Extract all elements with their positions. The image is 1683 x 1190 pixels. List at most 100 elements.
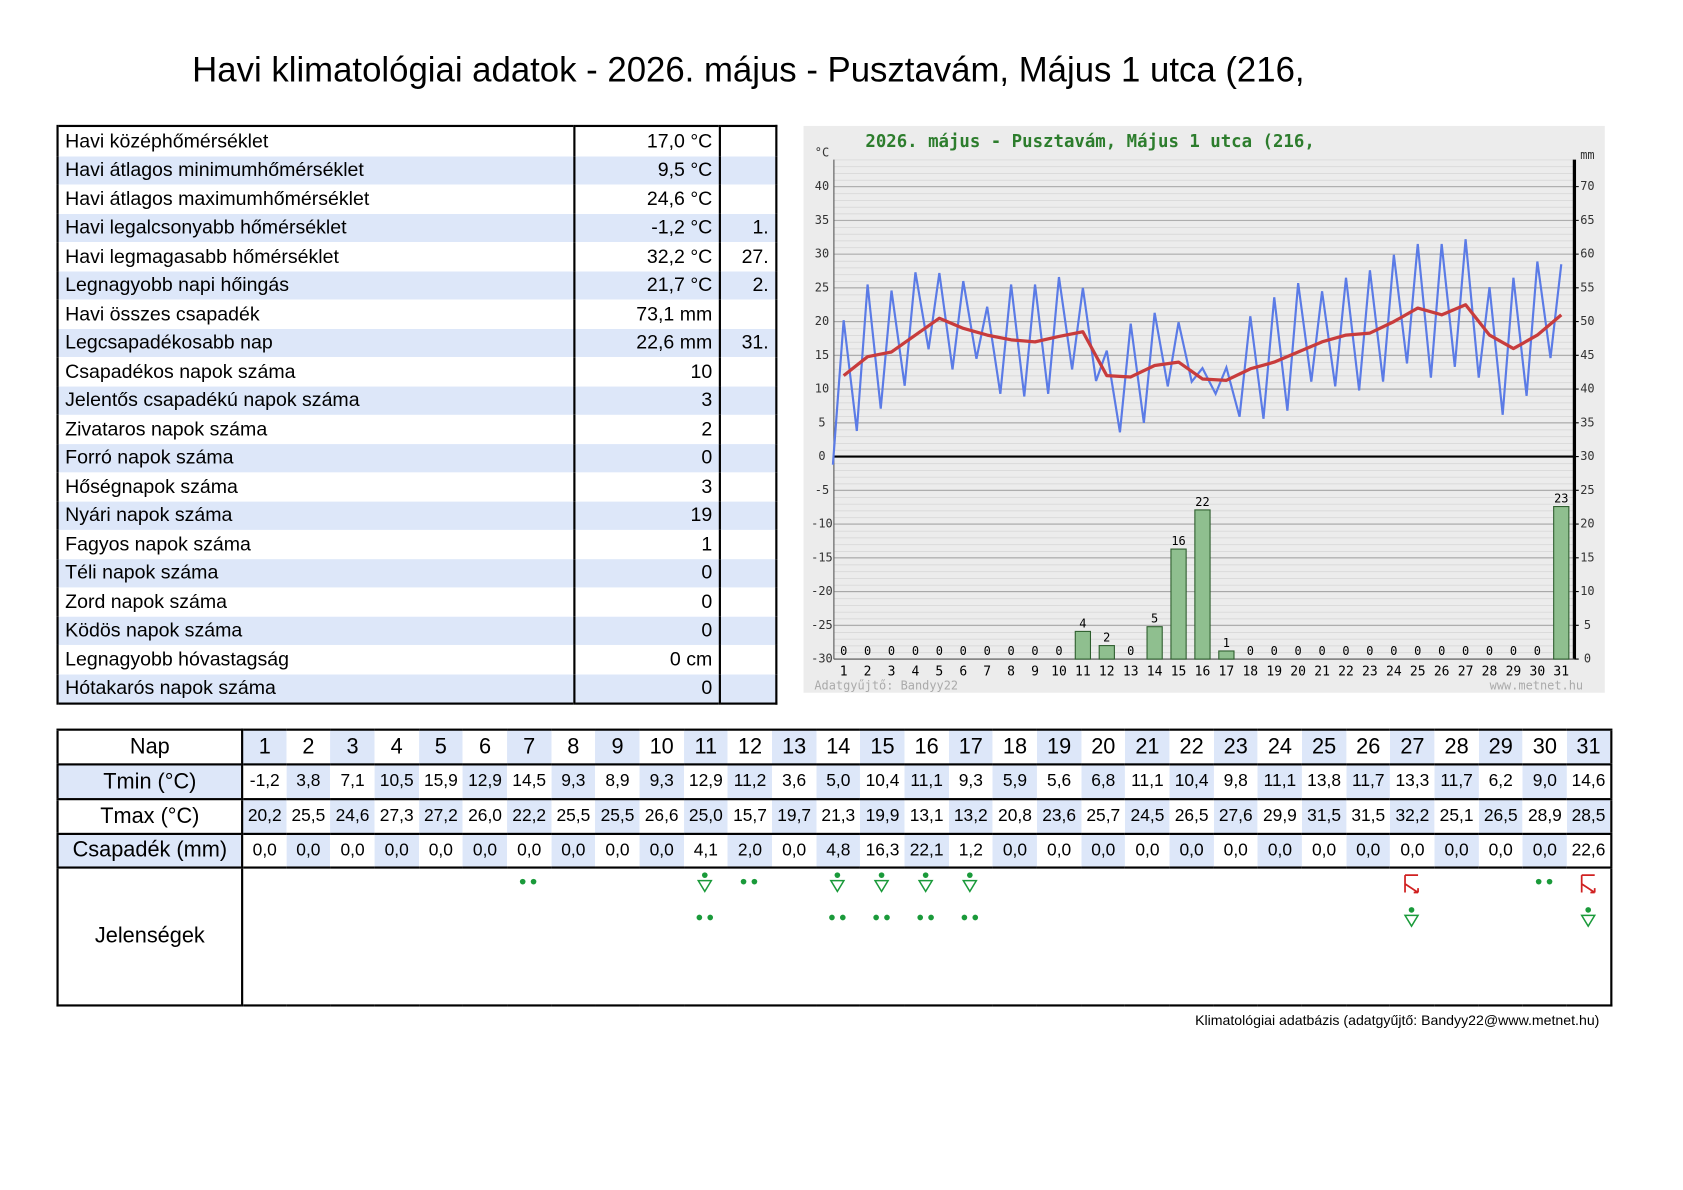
y-tick-label: -25 xyxy=(811,618,833,632)
x-tick-label: 7 xyxy=(983,665,991,680)
icon-shower xyxy=(962,871,978,893)
icon-rain xyxy=(519,878,537,885)
y2-tick-label: 65 xyxy=(1580,213,1594,227)
daily-cell: 11,7 xyxy=(1346,763,1391,800)
summary-row: Fagyos napok száma 1 xyxy=(56,529,777,559)
x-tick-label: 25 xyxy=(1410,665,1426,680)
daily-cell: 3,8 xyxy=(286,763,331,800)
x-tick-label: 5 xyxy=(935,665,943,680)
icon-shower xyxy=(918,871,933,893)
bar xyxy=(1074,630,1092,660)
summary-value: 32,2 °C xyxy=(573,242,720,271)
summary-value: 1 xyxy=(573,529,720,559)
bar-label: 1 xyxy=(1223,636,1230,650)
summary-day: 2. xyxy=(718,270,777,300)
row-header: Tmin (°C) xyxy=(57,763,244,800)
summary-day-empty xyxy=(718,357,777,387)
summary-day-empty xyxy=(718,299,777,329)
bar-label: 0 xyxy=(1342,644,1349,658)
daily-cell: 3 xyxy=(330,728,375,765)
summary-day-empty xyxy=(718,644,777,674)
summary-value: 24,6 °C xyxy=(573,184,720,214)
summary-row: Legcsapadékosabb nap 22,6 mm 31. xyxy=(56,328,777,358)
daily-cell: 0,0 xyxy=(1169,832,1214,868)
daily-row: Tmin (°C) -1,2 3,8 7,1 10,5 15,9 12,9 14,5 9,3 8,… xyxy=(57,763,1612,800)
summary-value: 73,1 mm xyxy=(573,299,720,329)
daily-cell: 31 xyxy=(1566,728,1612,765)
summary-table: Havi középhőmérséklet 17,0 °C Havi átlagos… xyxy=(56,124,778,705)
bar-label: 0 xyxy=(1438,644,1445,658)
daily-cell: 19 xyxy=(1037,728,1082,765)
daily-cell: 15,9 xyxy=(418,763,463,800)
daily-cell: 0,0 xyxy=(1478,832,1523,868)
bar-label: 0 xyxy=(1366,644,1373,658)
daily-cell: 27,6 xyxy=(1213,798,1258,834)
daily-cell: 28 xyxy=(1434,728,1479,765)
daily-cell: 14,6 xyxy=(1566,763,1612,800)
y-tick-label: 15 xyxy=(815,348,829,362)
daily-cell: 0,0 xyxy=(1257,832,1303,868)
summary-day-empty xyxy=(718,472,777,502)
bar-label: 0 xyxy=(912,644,919,658)
daily-cell: 10,5 xyxy=(374,763,419,800)
bar-label: 0 xyxy=(1534,644,1541,658)
summary-label: Havi átlagos maximumhőmérséklet xyxy=(56,184,575,214)
y2-tick-label: 70 xyxy=(1580,179,1594,193)
y-tick-label: 0 xyxy=(818,449,825,463)
x-tick-label: 28 xyxy=(1482,665,1498,680)
daily-cell: 6,8 xyxy=(1081,763,1126,800)
daily-cell: 26,6 xyxy=(639,798,684,834)
daily-cell: 24,6 xyxy=(330,798,375,834)
chart-box: 2026. május - Pusztavám, Május 1 utca (2… xyxy=(803,125,1605,693)
daily-cell: 24,5 xyxy=(1125,798,1170,834)
daily-cell: 9 xyxy=(595,728,640,765)
bar-label: 5 xyxy=(1151,612,1158,626)
bar xyxy=(1194,509,1211,660)
footer: Klimatológiai adatbázis (adatgyűjtő: Ban… xyxy=(1195,1011,1600,1029)
daily-cell: 9,8 xyxy=(1213,763,1258,800)
x-tick-label: 6 xyxy=(959,665,967,680)
y-tick-label: 20 xyxy=(815,314,829,328)
summary-value: 19 xyxy=(573,501,720,530)
summary-row: Nyári napok száma 19 xyxy=(56,501,777,530)
daily-cell: 0,0 xyxy=(551,832,596,868)
mean-line xyxy=(842,303,1563,382)
summary-day-empty xyxy=(718,616,777,645)
daily-cell: 6,2 xyxy=(1478,763,1523,800)
summary-value: 0 xyxy=(573,443,720,473)
daily-cell: 8 xyxy=(551,728,596,765)
daily-cell: 11,1 xyxy=(1257,763,1303,800)
daily-cell: 26,5 xyxy=(1169,798,1214,834)
y2-tick-label: 10 xyxy=(1580,584,1594,598)
daily-cell: 31,5 xyxy=(1302,798,1347,834)
daily-cell: 11,2 xyxy=(727,763,773,800)
x-tick-label: 8 xyxy=(1007,665,1015,680)
icon-shower xyxy=(1404,906,1419,927)
daily-cell: 27,2 xyxy=(418,798,463,834)
x-tick-label: 20 xyxy=(1290,665,1306,680)
y-tick-label: -10 xyxy=(811,517,833,531)
x-tick-label: 9 xyxy=(1031,665,1039,680)
summary-value: 0 cm xyxy=(573,644,720,674)
summary-day-empty xyxy=(718,587,777,617)
summary-row: Forró napok száma 0 xyxy=(56,443,777,473)
row-header: Nap xyxy=(57,728,244,765)
chart-source: www.metnet.hu xyxy=(1490,679,1583,693)
summary-label: Hőségnapok száma xyxy=(56,472,575,502)
summary-day-empty xyxy=(718,443,777,473)
daily-cell: 6 xyxy=(462,728,508,765)
daily-cell: 0,0 xyxy=(992,832,1038,868)
icon-rain xyxy=(961,914,979,921)
daily-cell: 10 xyxy=(639,728,684,765)
bar-label: 0 xyxy=(960,644,967,658)
x-tick-label: 24 xyxy=(1386,665,1402,680)
daily-cell: 22,1 xyxy=(904,832,949,868)
x-tick-label: 26 xyxy=(1434,665,1450,680)
daily-cell: 22,6 xyxy=(1566,832,1612,868)
y-tick-label: 5 xyxy=(818,415,825,429)
summary-value: 21,7 °C xyxy=(573,270,720,300)
bar-label: 0 xyxy=(1510,644,1517,658)
daily-cell: 12,9 xyxy=(683,763,728,800)
bar-label: 0 xyxy=(888,644,895,658)
daily-cell: 30 xyxy=(1522,728,1567,765)
